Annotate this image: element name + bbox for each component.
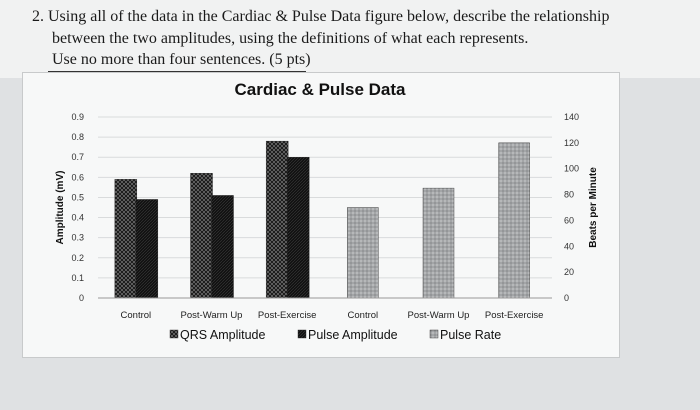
y-tick-label: 0.2 (71, 253, 84, 263)
y-tick-label: 0.6 (71, 172, 84, 182)
question-line-2: between the two amplitudes, using the de… (52, 30, 529, 47)
chart-title: Cardiac & Pulse Data (234, 80, 406, 99)
legend-label: Pulse Amplitude (308, 328, 398, 342)
y2-tick-label: 100 (564, 164, 579, 174)
bar-pulse-amplitude (286, 157, 310, 299)
x-tick-label: Post-Warm Up (408, 310, 470, 321)
y-axis-title: Amplitude (mV) (55, 171, 66, 245)
legend-label: QRS Amplitude (180, 328, 266, 342)
y-tick-label: 0.5 (71, 192, 84, 202)
bar-pulse-rate (347, 207, 379, 299)
bar-pulse-rate (498, 142, 530, 299)
y-tick-label: 0.7 (71, 152, 84, 162)
y2-tick-label: 140 (564, 112, 579, 122)
bar-pulse-rate (422, 187, 455, 299)
x-tick-label: Post-Exercise (258, 310, 317, 321)
bar-pulse-amplitude (135, 199, 159, 299)
legend-swatch (297, 329, 307, 339)
y2-tick-label: 20 (564, 267, 574, 277)
bar-qrs-amplitude (190, 173, 213, 299)
y2-axis-title: Beats per Minute (588, 167, 599, 248)
legend-swatch (169, 329, 179, 339)
y-tick-label: 0.9 (71, 112, 84, 122)
y-tick-label: 0 (79, 293, 84, 303)
y-tick-label: 0.8 (71, 132, 84, 142)
y2-tick-label: 120 (564, 138, 579, 148)
y2-tick-label: 80 (564, 190, 574, 200)
y-tick-label: 0.1 (71, 273, 84, 283)
legend-swatch (429, 329, 439, 339)
legend-label: Pulse Rate (440, 328, 501, 342)
x-tick-label: Control (348, 310, 379, 321)
x-tick-label: Control (121, 310, 152, 321)
x-tick-label: Post-Exercise (485, 310, 544, 321)
y2-tick-label: 60 (564, 215, 574, 225)
bar-qrs-amplitude (265, 140, 289, 299)
question-block: 2. Using all of the data in the Cardiac … (0, 0, 700, 78)
y-tick-label: 0.4 (71, 213, 84, 223)
bar-qrs-amplitude (114, 179, 138, 299)
question-line-3: Use no more than four sentences. (5 pts) (52, 51, 311, 68)
y2-tick-label: 0 (564, 293, 569, 303)
y-tick-label: 0.3 (71, 233, 84, 243)
x-tick-label: Post-Warm Up (181, 310, 243, 321)
y2-tick-label: 40 (564, 241, 574, 251)
bar-pulse-amplitude (211, 195, 234, 299)
question-underline (48, 71, 306, 72)
question-line-1: 2. Using all of the data in the Cardiac … (32, 8, 610, 25)
